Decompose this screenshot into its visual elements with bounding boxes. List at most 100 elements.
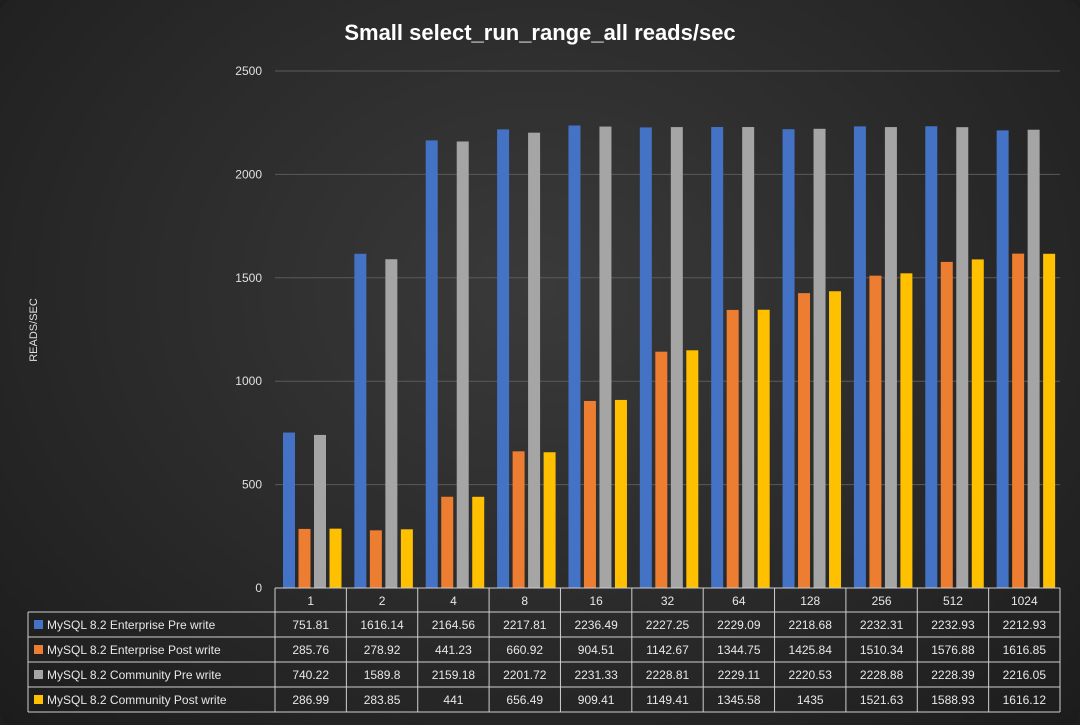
data-table-cell: 909.41 <box>578 693 615 707</box>
data-table-cell: 2231.33 <box>574 668 618 682</box>
x-tick-label: 1 <box>307 594 314 608</box>
bar <box>971 259 984 588</box>
bar <box>655 351 668 588</box>
bar <box>639 127 652 589</box>
bar <box>813 128 826 588</box>
data-table-cell: 751.81 <box>292 618 329 632</box>
x-tick-label: 1024 <box>1011 594 1038 608</box>
x-tick-label: 32 <box>661 594 675 608</box>
bar <box>385 259 398 588</box>
bar <box>1043 253 1056 588</box>
data-table-cell: 283.85 <box>364 693 401 707</box>
legend-swatch <box>34 670 43 679</box>
bar <box>757 309 770 588</box>
data-table-cell: 1576.88 <box>931 643 975 657</box>
data-table-cell: 286.99 <box>292 693 329 707</box>
bar <box>956 127 969 588</box>
data-table-cell: 1344.75 <box>717 643 761 657</box>
data-table-cell: 2217.81 <box>503 618 547 632</box>
data-table-cell: 2229.09 <box>717 618 761 632</box>
bar <box>441 496 454 588</box>
data-table-cell: 2232.93 <box>931 618 975 632</box>
data-table-cell: 2227.25 <box>646 618 690 632</box>
bar <box>298 528 311 588</box>
x-tick-label: 64 <box>732 594 746 608</box>
bar <box>1012 253 1025 588</box>
bar <box>497 129 510 589</box>
y-tick-label: 2000 <box>235 167 262 181</box>
bar <box>456 141 469 589</box>
data-table-cell: 2216.05 <box>1003 668 1047 682</box>
x-tick-label: 256 <box>872 594 892 608</box>
bar <box>940 261 953 588</box>
data-table-cell: 1510.34 <box>860 643 904 657</box>
bar <box>400 529 413 588</box>
data-table-cell: 441.23 <box>435 643 472 657</box>
data-table-cell: 1435 <box>797 693 824 707</box>
data-table-cell: 2164.56 <box>432 618 476 632</box>
y-tick-label: 1500 <box>235 271 262 285</box>
data-table-cell: 2201.72 <box>503 668 547 682</box>
x-tick-label: 2 <box>379 594 386 608</box>
bar <box>1027 129 1040 588</box>
data-table-cell: 278.92 <box>364 643 401 657</box>
data-table-cell: 1521.63 <box>860 693 904 707</box>
bar <box>782 129 795 588</box>
bar <box>283 432 295 588</box>
data-table-cell: 441 <box>443 693 463 707</box>
bar <box>329 528 342 588</box>
data-table-cell: 1616.12 <box>1003 693 1047 707</box>
bar <box>472 496 485 588</box>
y-tick-label: 2500 <box>235 64 262 78</box>
legend-label: MySQL 8.2 Enterprise Pre write <box>47 618 216 632</box>
data-table-cell: 740.22 <box>292 668 329 682</box>
data-table-cell: 1425.84 <box>789 643 833 657</box>
bar <box>314 434 326 588</box>
bar <box>354 253 367 589</box>
x-tick-label: 16 <box>589 594 603 608</box>
data-table-cell: 1616.14 <box>360 618 404 632</box>
data-table-cell: 2228.39 <box>931 668 975 682</box>
x-tick-label: 8 <box>521 594 528 608</box>
legend-swatch <box>34 620 43 629</box>
bar <box>798 293 811 588</box>
bar <box>726 309 739 588</box>
legend-swatch <box>34 645 43 654</box>
bar <box>742 127 755 588</box>
bar <box>996 130 1009 588</box>
legend-label: MySQL 8.2 Community Post write <box>47 693 227 707</box>
data-table-cell: 1149.41 <box>646 693 689 707</box>
data-table-cell: 2236.49 <box>574 618 618 632</box>
data-table-cell: 285.76 <box>292 643 329 657</box>
x-tick-label: 128 <box>800 594 820 608</box>
legend-label: MySQL 8.2 Enterprise Post write <box>47 643 221 657</box>
bar <box>884 127 897 588</box>
data-table-cell: 2232.31 <box>860 618 904 632</box>
bar <box>369 530 382 588</box>
bar <box>568 125 581 588</box>
data-table-cell: 2228.81 <box>646 668 690 682</box>
bar <box>512 451 525 588</box>
y-tick-label: 500 <box>242 478 262 492</box>
x-tick-label: 512 <box>943 594 963 608</box>
data-table-cell: 2228.88 <box>860 668 904 682</box>
bar <box>670 127 683 588</box>
data-table-cell: 904.51 <box>578 643 615 657</box>
legend-label: MySQL 8.2 Community Pre write <box>47 668 222 682</box>
data-table-cell: 2229.11 <box>718 668 761 682</box>
bar <box>599 126 612 588</box>
bar <box>425 140 438 588</box>
bar <box>614 399 627 588</box>
y-axis-label: READS/SEC <box>28 298 40 362</box>
bar <box>543 452 556 588</box>
bar <box>853 126 866 589</box>
y-tick-label: 1000 <box>235 374 262 388</box>
y-tick-label: 0 <box>255 581 262 595</box>
data-table-cell: 2220.53 <box>789 668 833 682</box>
bar <box>528 132 541 588</box>
data-table-cell: 1588.93 <box>931 693 975 707</box>
bar <box>711 127 724 589</box>
bar <box>686 350 699 588</box>
data-table-cell: 1589.8 <box>364 668 401 682</box>
